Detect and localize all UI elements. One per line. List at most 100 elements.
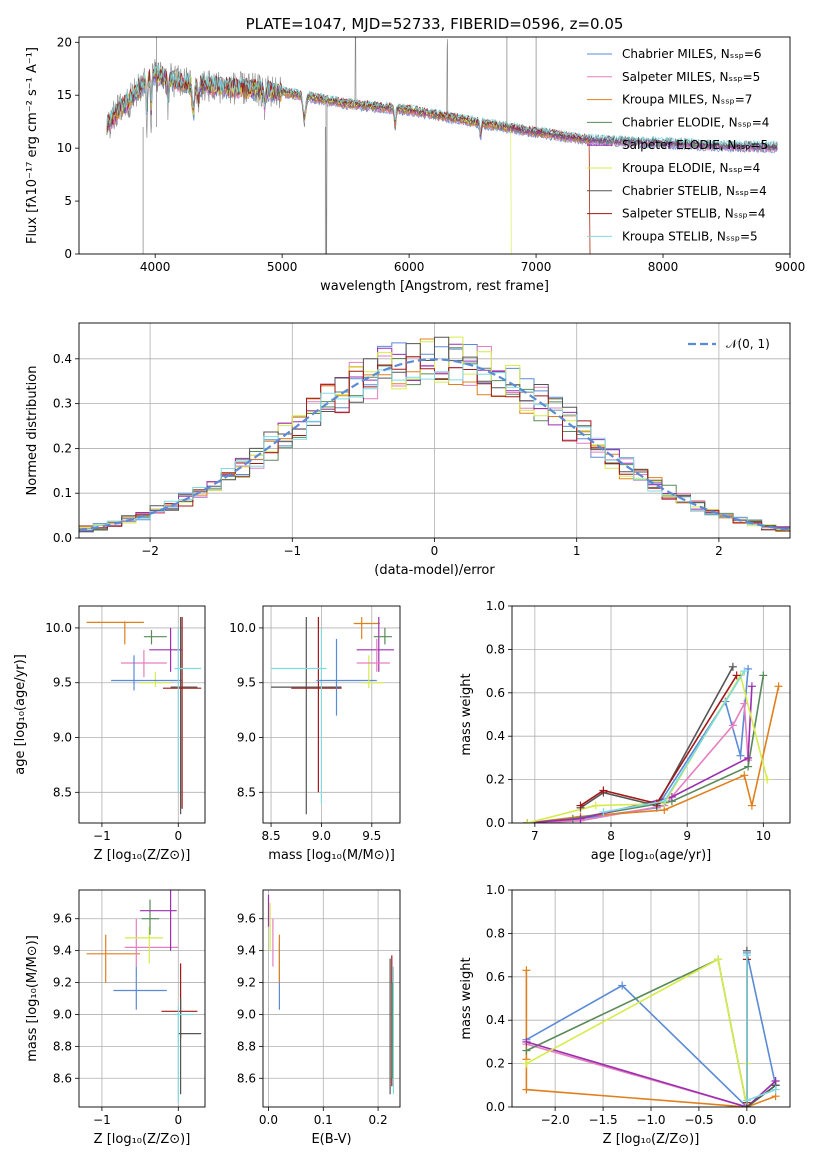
plot-area (512, 890, 790, 1107)
weight-line-kroupa_miles (527, 686, 780, 823)
plot-area (512, 606, 790, 823)
legend-label: Salpeter STELIB, Nₛₛₚ=4 (622, 207, 766, 221)
x-tick-label: −0.5 (684, 1113, 713, 1127)
y-axis-label: age [log₁₀(age/yr)] (13, 654, 28, 775)
weight-line-kroupa_elodie (526, 958, 748, 1107)
x-tick-label: 9.0 (312, 829, 331, 843)
weight-line-salpeter_miles (527, 700, 749, 823)
x-tick-label: −2 (141, 544, 159, 558)
panel-weight_vs_age: 7 8 9 10 0.0 0.2 0.4 0.6 0.8 1.0 age [log₁₀(age/yr… (459, 599, 791, 863)
model-spectrum-kroupa_stelib (106, 64, 778, 147)
y-tick-label: 0.3 (53, 397, 72, 411)
x-tick-label: 2 (715, 544, 723, 558)
legend-label: Salpeter MILES, Nₛₛₚ=5 (622, 70, 760, 84)
y-tick-label: 10.0 (229, 621, 256, 635)
y-tick-label: 0.8 (486, 642, 505, 656)
y-tick-label: 0.2 (53, 441, 72, 455)
x-tick-label: 4000 (140, 260, 171, 274)
y-tick-label: 0.0 (486, 1100, 505, 1114)
panel-spectrum: 4000 5000 6000 7000 8000 9000 0 5 10 15 20 waveleng… (25, 15, 805, 294)
y-tick-label: 9.5 (53, 676, 72, 690)
y-tick-label: 0.4 (486, 729, 505, 743)
legend-label: Salpeter ELODIE, Nₛₛₚ=5 (622, 138, 768, 152)
x-tick-label: 6000 (394, 260, 425, 274)
axes-frame (78, 889, 206, 1108)
x-tick-label: 9.5 (362, 829, 381, 843)
y-tick-label: 0.4 (486, 1013, 505, 1027)
y-axis-label: mass weight (459, 957, 474, 1039)
panel-mass_vs_ebv: 0.0 0.1 0.2 8.6 8.8 9.0 9.2 9.4 9.6 E(B-V) (237, 889, 401, 1147)
normal-curve (79, 358, 790, 532)
y-tick-label: 0.0 (486, 816, 505, 830)
y-axis-label: Flux [fλ10⁻¹⁷ erg cm⁻² s⁻¹ A⁻¹] (25, 47, 40, 244)
x-tick-label: 7 (531, 829, 539, 843)
x-axis-label: (data-model)/error (374, 563, 495, 578)
panel-weight_vs_z: −2.0 −1.5 −1.0 −0.5 0.0 0.0 0.2 0.4 0.6 0.8 1.0 Z [… (459, 883, 791, 1147)
plot-area (263, 890, 400, 1107)
y-tick-label: 15 (57, 88, 72, 102)
y-tick-label: 10 (57, 141, 72, 155)
axes-frame (511, 889, 791, 1108)
y-tick-label: 8.8 (53, 1039, 72, 1053)
y-tick-label: 0 (64, 247, 72, 261)
y-tick-label: 9.0 (237, 1007, 256, 1021)
x-tick-label: 5000 (267, 260, 298, 274)
legend-label: Chabrier ELODIE, Nₛₛₚ=4 (622, 115, 769, 129)
y-tick-label: 0.4 (53, 352, 72, 366)
chart-title: PLATE=1047, MJD=52733, FIBERID=0596, z=0… (246, 15, 624, 33)
axes-frame (511, 605, 791, 824)
x-tick-label: 8000 (648, 260, 679, 274)
axes-frame (78, 605, 206, 824)
x-tick-label: 0 (174, 829, 182, 843)
legend-label: Kroupa ELODIE, Nₛₛₚ=4 (622, 161, 760, 175)
y-tick-label: 9.2 (237, 976, 256, 990)
legend: 𝒩(0, 1) (688, 337, 770, 351)
x-tick-label: 0.0 (259, 1113, 278, 1127)
y-tick-label: 8.5 (237, 785, 256, 799)
panel-residuals: −2 −1 0 1 2 0.0 0.1 0.2 0.3 0.4 (data-model)/error… (25, 322, 791, 578)
y-tick-label: 9.4 (53, 944, 72, 958)
y-tick-label: 0.1 (53, 486, 72, 500)
histogram-kroupa_stelib (79, 363, 790, 530)
x-tick-label: −1 (93, 1113, 111, 1127)
y-tick-label: 9.5 (237, 676, 256, 690)
plot-area (79, 323, 790, 538)
y-tick-label: 0.6 (486, 970, 505, 984)
panel-mass_vs_z: −1 0 8.6 8.8 9.0 9.2 9.4 9.6 Z [log₁₀(Z/Z⊙)] mass… (25, 889, 206, 1147)
y-axis-label: mass weight (459, 673, 474, 755)
x-tick-label: 0 (431, 544, 439, 558)
y-tick-label: 8.5 (53, 785, 72, 799)
legend-label: 𝒩(0, 1) (726, 337, 770, 351)
y-tick-label: 8.6 (53, 1071, 72, 1085)
y-tick-label: 0.0 (53, 531, 72, 545)
x-tick-label: 10 (756, 829, 771, 843)
weight-line-kroupa_stelib (603, 670, 745, 813)
x-tick-label: −1 (93, 829, 111, 843)
axes-frame (262, 889, 401, 1108)
x-tick-label: 8.5 (262, 829, 281, 843)
panel-age_vs_z: −1 0 8.5 9.0 9.5 10.0 Z [log₁₀(Z/Z⊙)] age [log₁… (13, 605, 206, 863)
x-tick-label: −1.0 (636, 1113, 665, 1127)
weight-line-salpeter_stelib (580, 674, 738, 807)
x-tick-label: 0 (174, 1113, 182, 1127)
legend-label: Chabrier MILES, Nₛₛₚ=6 (622, 47, 762, 61)
x-tick-label: 0.2 (369, 1113, 388, 1127)
x-tick-label: 7000 (521, 260, 552, 274)
y-tick-label: 1.0 (486, 883, 505, 897)
axes-frame (262, 605, 401, 824)
x-tick-label: 9000 (775, 260, 806, 274)
y-tick-label: 8.8 (237, 1039, 256, 1053)
x-axis-label: mass [log₁₀(M/M⊙)] (268, 848, 395, 863)
plot-area (263, 606, 400, 823)
y-tick-label: 0.2 (486, 773, 505, 787)
x-tick-label: 0.1 (314, 1113, 333, 1127)
weight-line-chabrier_miles (526, 952, 777, 1107)
y-tick-label: 9.4 (237, 944, 256, 958)
x-axis-label: E(B-V) (311, 1132, 351, 1147)
legend-label: Kroupa STELIB, Nₛₛₚ=5 (622, 229, 758, 243)
x-tick-label: 1 (573, 544, 581, 558)
x-tick-label: −2.0 (541, 1113, 570, 1127)
x-axis-label: wavelength [Angstrom, rest frame] (320, 279, 549, 294)
weight-line-salpeter_elodie (527, 686, 753, 823)
